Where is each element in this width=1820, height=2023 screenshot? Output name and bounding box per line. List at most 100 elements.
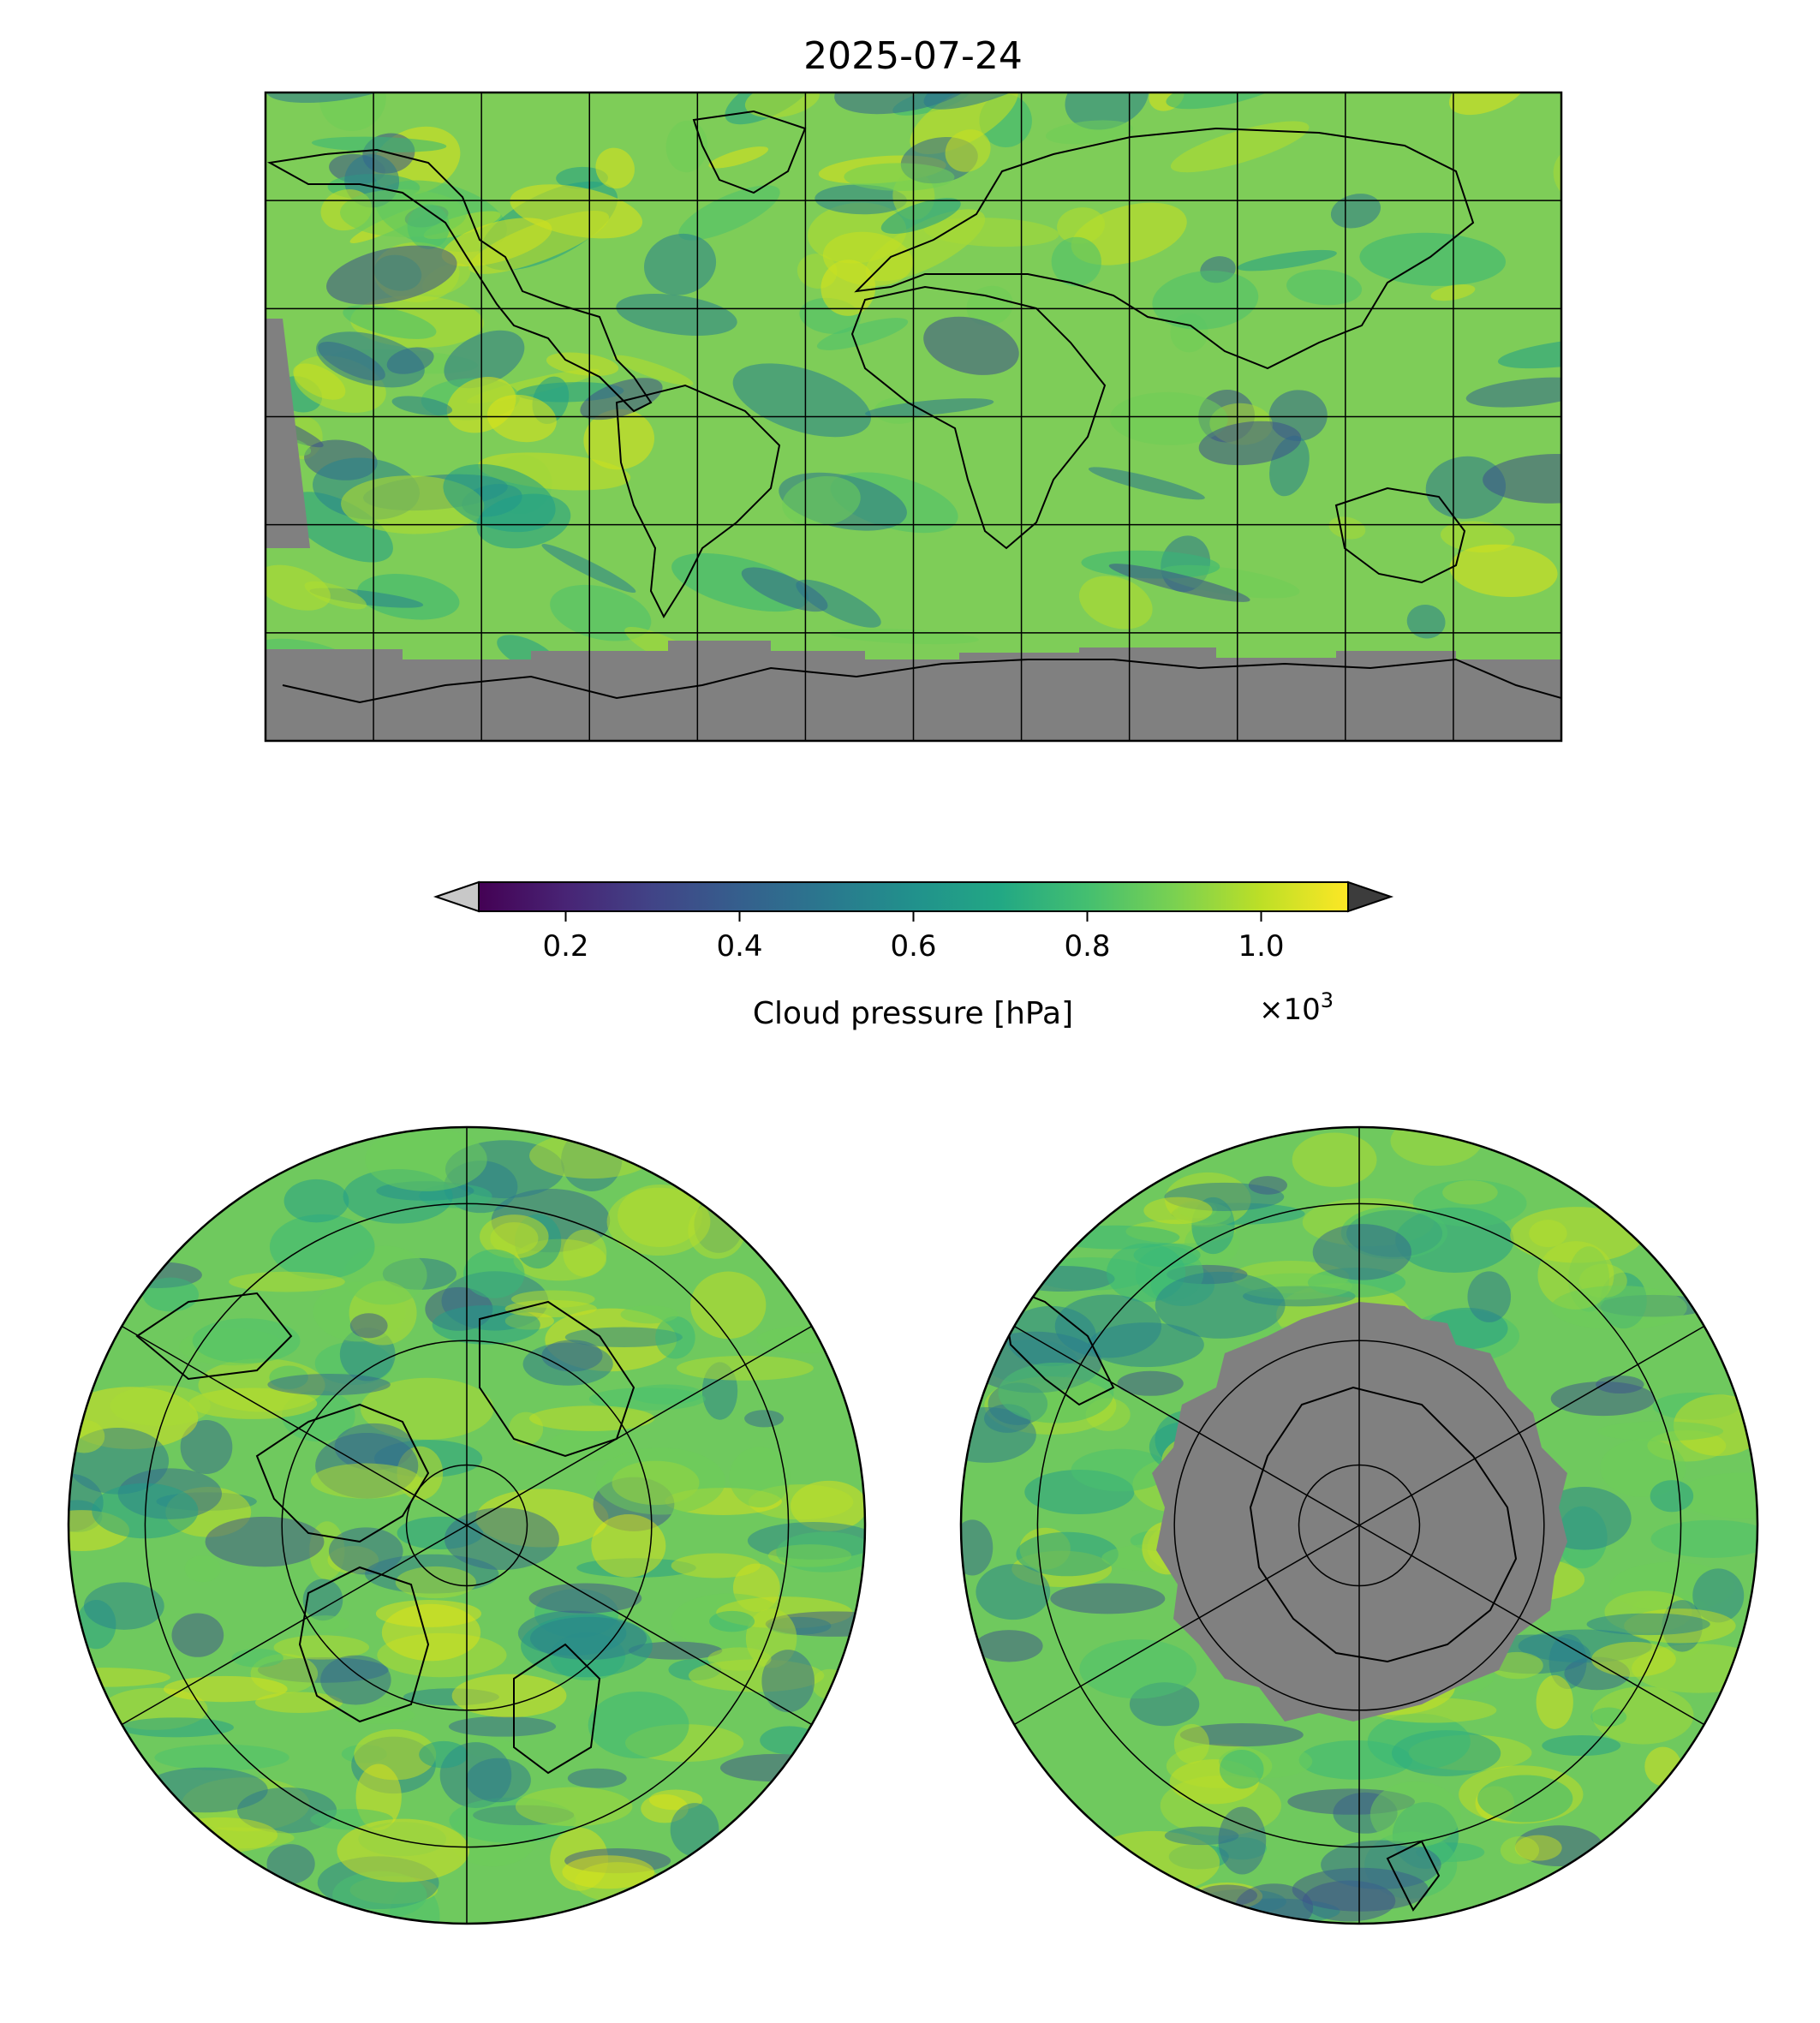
cloud-patch — [510, 1290, 595, 1309]
cloud-patch — [468, 211, 610, 274]
global-coastlines — [266, 110, 1561, 704]
cloud-patch — [515, 1787, 633, 1827]
cloud-patch — [318, 341, 385, 381]
cloud-patch — [1166, 92, 1286, 110]
colorbar-tick-label: 0.6 — [890, 929, 936, 964]
cloud-patch — [68, 582, 156, 668]
colorbar-over-extension — [1347, 880, 1394, 913]
cloud-patch — [184, 1555, 221, 1583]
cloud-patch — [1497, 337, 1561, 369]
cloud-patch — [606, 1187, 711, 1256]
cloud-patch — [444, 1507, 559, 1571]
cloud-patch — [1536, 1674, 1573, 1729]
cloud-patch — [815, 184, 907, 215]
cloud-patch — [765, 1611, 865, 1637]
cloud-patch — [1692, 1568, 1745, 1623]
cloud-patch — [171, 1613, 224, 1657]
cloud-patch — [945, 129, 991, 172]
cloud-patch — [1033, 770, 1133, 827]
cloud-patch — [708, 146, 769, 169]
cloud-patch — [655, 1316, 695, 1359]
cloud-patch — [337, 1818, 469, 1883]
cloud-patch — [1367, 1713, 1471, 1770]
cloud-patch — [690, 1271, 767, 1340]
cloud-patch — [1050, 0, 1207, 49]
cloud-patch — [822, 231, 913, 287]
cloud-patch — [118, 1717, 235, 1738]
cloud-patch — [1330, 0, 1435, 75]
cloud-patch — [486, 394, 557, 443]
cloud-patch — [1597, 1421, 1724, 1441]
cloud-patch — [966, 285, 1013, 326]
cloud-patch — [154, 1744, 289, 1771]
south-coastlines — [1000, 1283, 1518, 1912]
cloud-patch — [620, 1305, 678, 1324]
colorbar-ticks: 0.2 0.4 0.6 0.8 1.0 — [542, 911, 1285, 964]
cloud-patch — [1596, 1375, 1644, 1394]
cloud-patch — [255, 0, 412, 55]
meridian-line — [1358, 1325, 1705, 1526]
cloud-patch — [1467, 1271, 1512, 1322]
cloud-patch — [1321, 1840, 1441, 1889]
cloud-patch — [521, 1614, 653, 1678]
cloud-patch — [635, 766, 779, 830]
cloud-patch — [1592, 1686, 1694, 1745]
coast-australia — [1334, 486, 1466, 584]
cloud-patch — [1050, 1583, 1166, 1614]
cloud-patch — [760, 1726, 820, 1755]
cloud-patch — [671, 1553, 761, 1578]
coast-greenland — [692, 110, 807, 194]
cloud-patch — [229, 1271, 345, 1292]
cloud-patch — [1591, 1642, 1676, 1677]
cloud-patch — [266, 662, 269, 730]
global-missing-swath — [266, 319, 310, 548]
cloud-patch — [146, 323, 248, 402]
cloud-patch — [676, 1355, 814, 1381]
cloud-patch — [416, 0, 470, 3]
cloud-patch — [1152, 270, 1259, 330]
cloud-patch — [142, 1277, 199, 1312]
north-polar-map — [69, 1127, 865, 1924]
cloud-patch — [567, 1768, 627, 1788]
cloud-patch — [761, 1650, 815, 1713]
cloud-patch — [267, 1373, 391, 1396]
cloud-patch — [1359, 232, 1507, 286]
cloud-patch — [1218, 1806, 1267, 1875]
meridian-line — [466, 1325, 813, 1526]
cloud-patch — [83, 1582, 164, 1630]
cloud-patch — [319, 92, 386, 131]
cloud-patch — [1312, 1224, 1412, 1280]
cloud-patch — [1268, 744, 1363, 811]
cloud-patch — [591, 1514, 666, 1578]
cloud-patch — [1220, 0, 1302, 27]
south-polar-map — [961, 1127, 1757, 1924]
cloud-patch — [311, 136, 447, 152]
cloud-patch — [403, 0, 546, 9]
cloud-patch — [796, 579, 881, 628]
cloud-patch — [562, 1855, 654, 1889]
colorbar: 0.2 0.4 0.6 0.8 1.0 Cloud pressure [hPa] ×10… — [433, 880, 1394, 1031]
cloud-patch — [1550, 1286, 1687, 1330]
cloud-patch — [283, 1179, 349, 1223]
cloud-patch — [1210, 49, 1293, 81]
cloud-patch — [529, 1132, 653, 1179]
cloud-patch — [616, 293, 737, 336]
cloud-patch — [205, 1516, 325, 1567]
cloud-patch — [1328, 516, 1366, 540]
cloud-patch — [1088, 467, 1205, 500]
cloud-patch — [688, 1202, 746, 1259]
cloud-patch — [1016, 1531, 1119, 1577]
cloud-patch — [1059, 755, 1159, 780]
global-map — [41, 0, 1561, 1256]
cloud-patch — [41, 349, 150, 432]
cloud-patch — [326, 245, 457, 305]
cloud-patch — [1248, 1176, 1288, 1195]
cloud-patch — [1041, 31, 1125, 57]
cloud-patch — [864, 398, 994, 418]
cloud-patch — [779, 1163, 909, 1256]
meridian-line — [1013, 1325, 1360, 1526]
coast-arctic-canada — [255, 1403, 430, 1543]
cloud-patch — [180, 1419, 233, 1475]
cloud-patch — [528, 1405, 655, 1431]
